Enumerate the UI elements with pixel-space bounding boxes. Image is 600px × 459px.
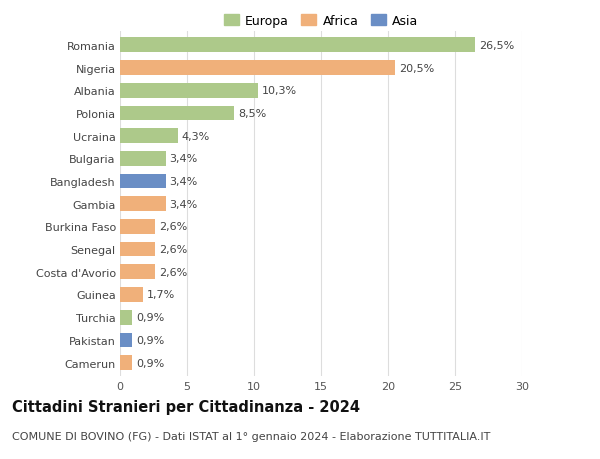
Text: 10,3%: 10,3% <box>262 86 297 96</box>
Text: 2,6%: 2,6% <box>159 245 187 255</box>
Text: 3,4%: 3,4% <box>170 199 198 209</box>
Text: 3,4%: 3,4% <box>170 154 198 164</box>
Text: 0,9%: 0,9% <box>136 335 164 345</box>
Text: 20,5%: 20,5% <box>399 63 434 73</box>
Text: 0,9%: 0,9% <box>136 313 164 323</box>
Bar <box>120 174 166 189</box>
Text: 0,9%: 0,9% <box>136 358 164 368</box>
Text: 1,7%: 1,7% <box>147 290 175 300</box>
Bar <box>120 287 143 302</box>
Legend: Europa, Africa, Asia: Europa, Africa, Asia <box>220 11 422 31</box>
Bar <box>120 106 234 121</box>
Bar <box>120 355 132 370</box>
Bar <box>120 265 155 280</box>
Bar <box>120 197 166 212</box>
Bar <box>120 151 166 166</box>
Bar <box>120 333 132 347</box>
Bar <box>120 39 475 53</box>
Bar <box>120 61 395 76</box>
Text: 8,5%: 8,5% <box>238 109 266 119</box>
Text: 2,6%: 2,6% <box>159 267 187 277</box>
Text: 2,6%: 2,6% <box>159 222 187 232</box>
Text: Cittadini Stranieri per Cittadinanza - 2024: Cittadini Stranieri per Cittadinanza - 2… <box>12 399 360 414</box>
Bar <box>120 242 155 257</box>
Text: COMUNE DI BOVINO (FG) - Dati ISTAT al 1° gennaio 2024 - Elaborazione TUTTITALIA.: COMUNE DI BOVINO (FG) - Dati ISTAT al 1°… <box>12 431 490 442</box>
Text: 26,5%: 26,5% <box>479 41 514 50</box>
Text: 3,4%: 3,4% <box>170 177 198 187</box>
Bar <box>120 84 258 98</box>
Text: 4,3%: 4,3% <box>182 131 210 141</box>
Bar <box>120 129 178 144</box>
Bar <box>120 310 132 325</box>
Bar <box>120 219 155 234</box>
